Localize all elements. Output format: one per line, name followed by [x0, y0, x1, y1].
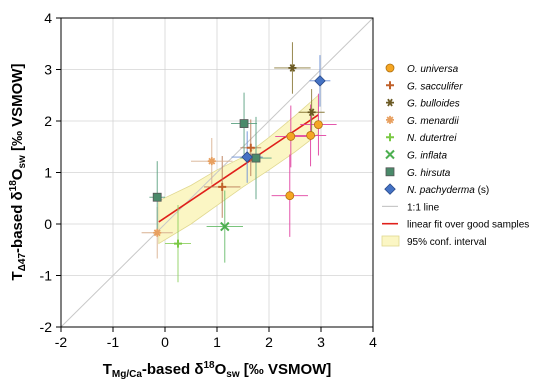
points-layer	[152, 64, 326, 248]
one-to-one-line	[61, 18, 373, 327]
y-tick-label: 4	[44, 10, 52, 26]
legend: O. universa G. sacculifer G. bulloides G. m…	[381, 63, 529, 248]
legend-marker	[385, 167, 395, 177]
legend-label: G. sacculifer	[407, 81, 463, 92]
data-point	[218, 182, 227, 191]
data-point	[246, 143, 255, 152]
data-point	[207, 157, 216, 166]
legend-marker	[386, 133, 394, 142]
legend-label: N. pachyderma (s)	[407, 185, 489, 196]
data-point	[220, 221, 230, 232]
y-tick-label: -1	[40, 268, 53, 284]
legend-label: G. hirsuta	[407, 168, 451, 179]
confidence-band-layer	[158, 94, 319, 245]
data-point	[286, 132, 296, 141]
legend-label: G. menardii	[407, 116, 459, 127]
x-tick-label: 0	[161, 334, 169, 350]
legend-marker	[384, 183, 396, 195]
data-point	[314, 75, 326, 87]
data-point	[288, 64, 297, 72]
legend-label: N. dutertrei	[407, 133, 457, 144]
legend-marker	[386, 115, 394, 124]
y-axis-label: TΔ47-based δ18Osw [‰ VSMOW]	[8, 64, 28, 281]
data-point	[152, 192, 162, 202]
data-point	[251, 153, 261, 163]
y-tick-label: 1	[44, 165, 52, 181]
x-axis-label: TMg/Ca-based δ18Osw [‰ VSMOW]	[103, 360, 332, 380]
legend-marker	[385, 149, 395, 160]
legend-marker	[385, 63, 395, 73]
y-tick-label: 2	[44, 113, 52, 129]
legend-label: G. inflata	[407, 151, 447, 162]
data-point	[307, 108, 316, 117]
x-tick-label: 4	[369, 334, 377, 350]
legend-label: linear fit over good samples	[407, 220, 529, 231]
y-tick-label: 0	[44, 216, 52, 232]
legend-marker	[386, 81, 394, 90]
legend-label: 1:1 line	[407, 202, 440, 213]
x-tick-label: -2	[55, 334, 68, 350]
data-point	[285, 191, 295, 201]
data-point	[241, 151, 253, 163]
x-tick-label: 1	[213, 334, 221, 350]
linear-fit-line	[158, 114, 319, 223]
legend-label: O. universa	[407, 64, 459, 75]
data-point	[153, 228, 162, 237]
y-tick-label: 3	[44, 62, 52, 78]
y-tick-label: -2	[40, 319, 53, 335]
x-tick-label: 3	[317, 334, 325, 350]
legend-label: 95% conf. interval	[407, 237, 487, 248]
x-tick-label: 2	[265, 334, 273, 350]
confidence-band	[158, 94, 319, 245]
data-point	[306, 131, 316, 140]
data-point	[313, 120, 323, 130]
x-tick-label: -1	[107, 334, 120, 350]
legend-marker	[381, 235, 400, 247]
tick-labels: -2 -1 0 1 2 3 4 -2 -1 0 1 2 3 4	[40, 10, 378, 350]
legend-label: G. bulloides	[407, 99, 460, 110]
data-point	[239, 119, 249, 128]
data-point	[174, 239, 182, 248]
legend-marker	[386, 98, 394, 107]
